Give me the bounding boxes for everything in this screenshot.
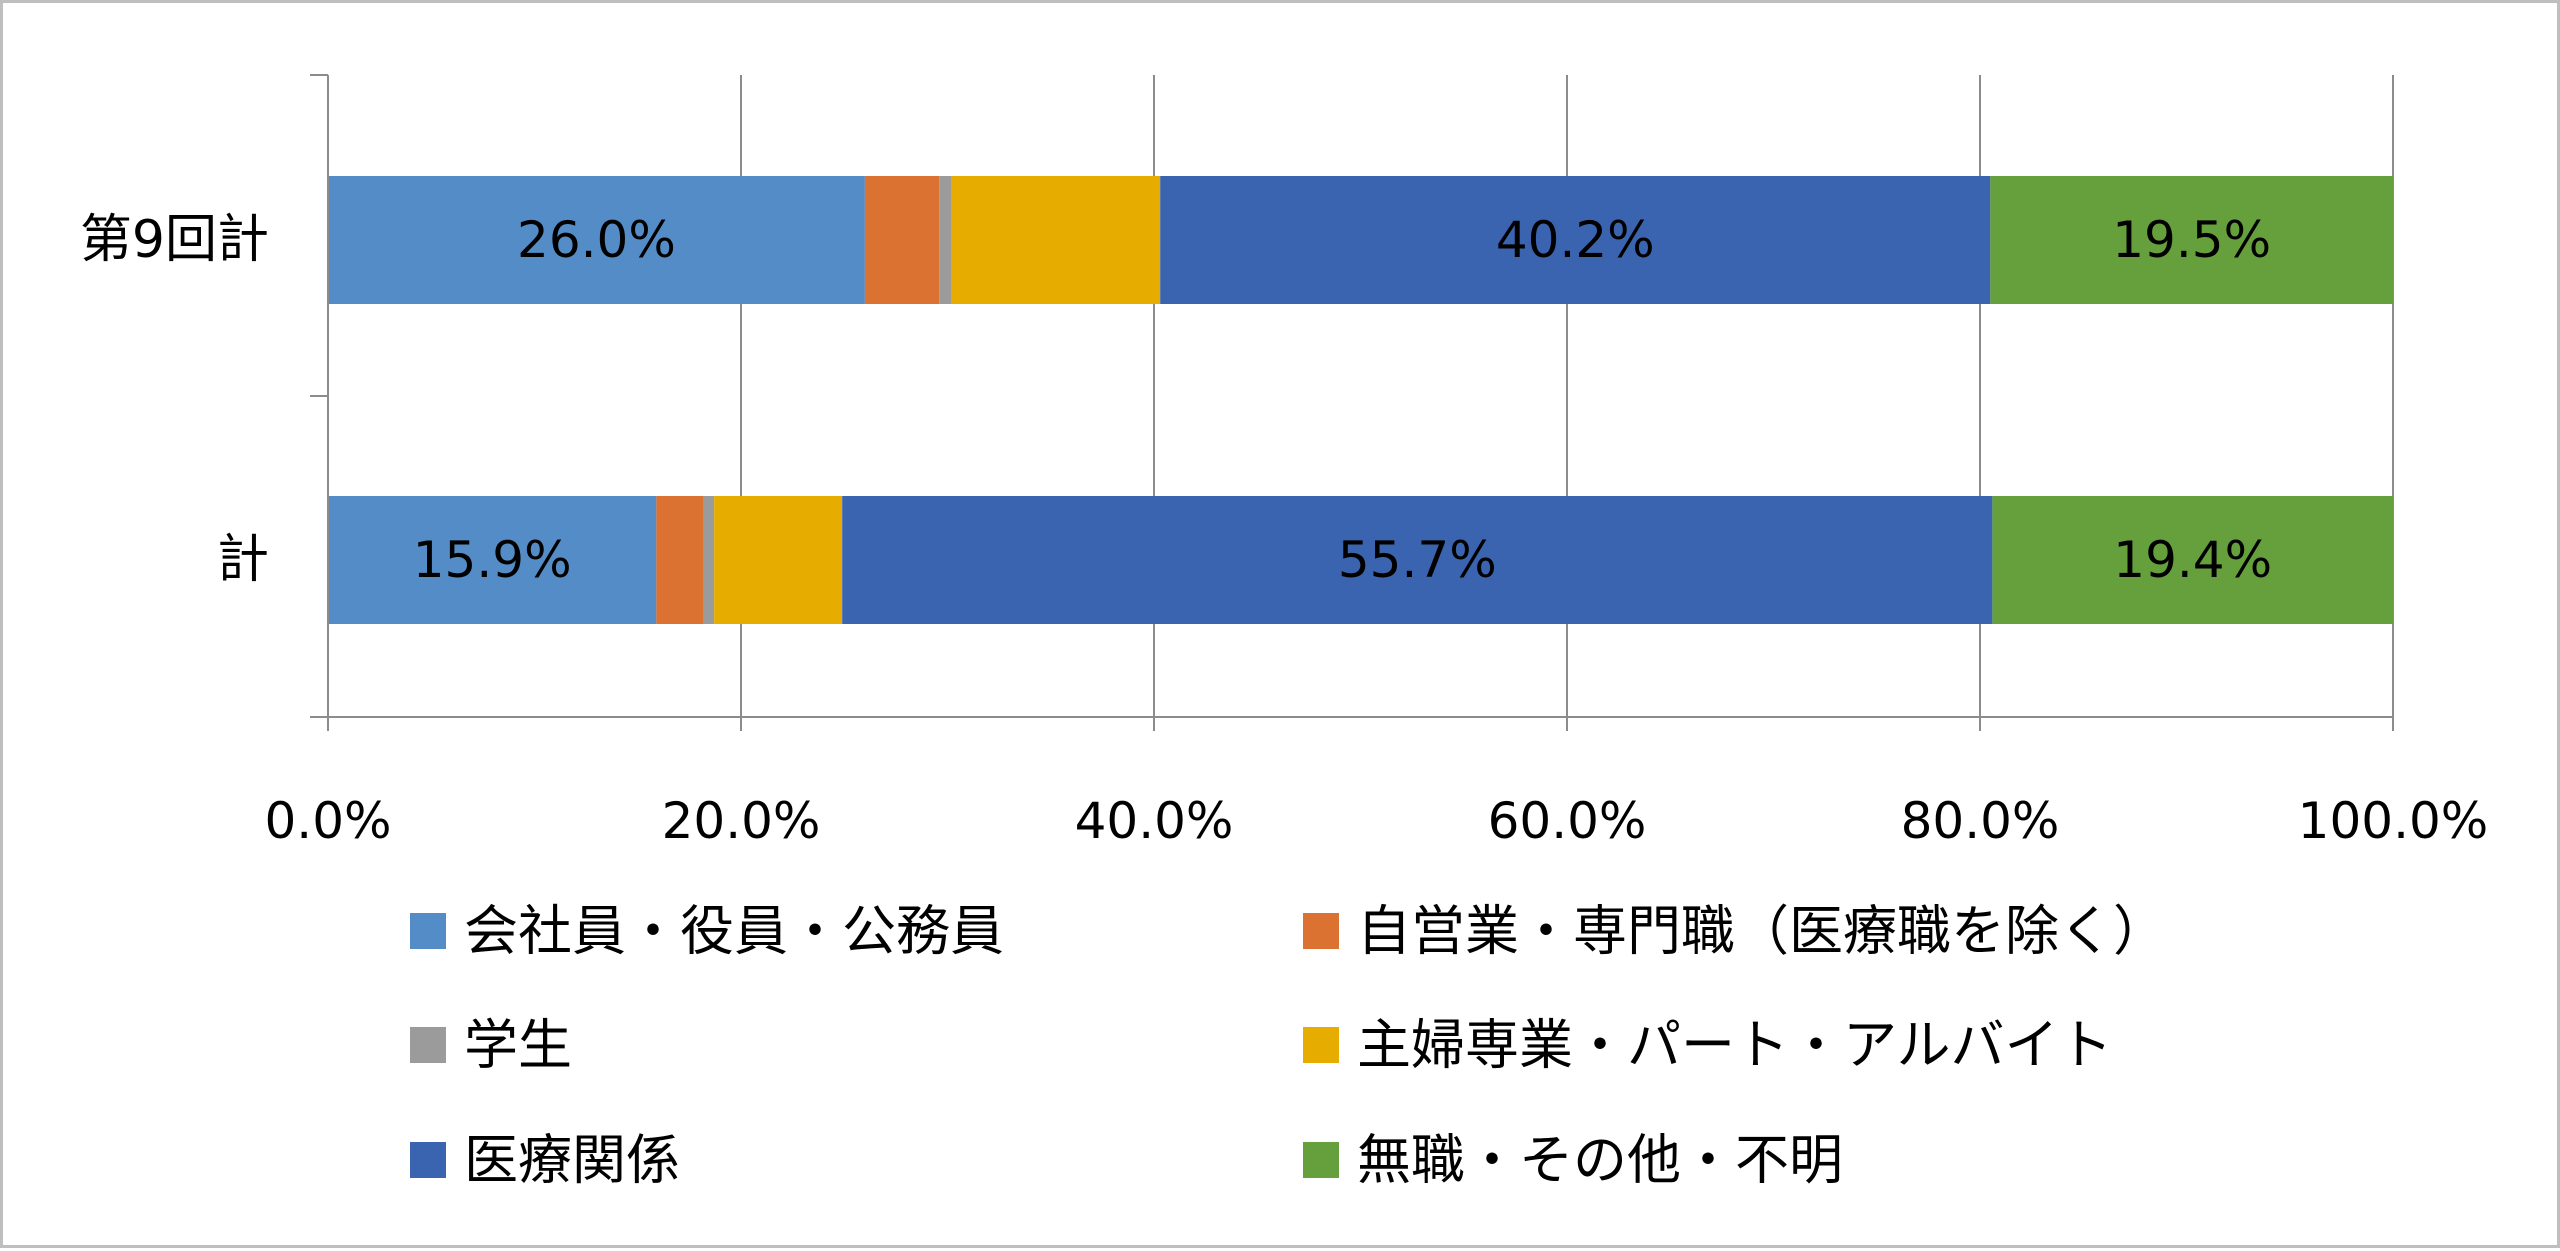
bars [328,176,2393,624]
bar-segment-cat0-series4 [1160,176,1991,304]
legend-swatch-0 [410,913,446,949]
bar-segment-cat1-series5 [1992,496,2393,624]
data-label-cat1-series5: 19.4% [2113,531,2272,589]
legend-swatch-3 [1303,1027,1339,1063]
legend-label-0: 会社員・役員・公務員 [464,900,1004,963]
legend-swatch-1 [1303,913,1339,949]
category-label-0: 第9回計 [80,210,269,270]
x-tick-label-1: 20.0% [662,792,821,850]
bar-segment-cat0-series5 [1990,176,2393,304]
legend-swatch-5 [1303,1142,1339,1178]
bar-segment-cat1-series2 [703,496,715,624]
data-label-cat0-series4: 40.2% [1496,211,1655,269]
data-label-cat0-series0: 26.0% [517,211,676,269]
bar-segment-cat0-series1 [864,176,940,304]
bar-segment-cat0-series3 [951,176,1161,304]
bar-segment-cat0-series0 [328,176,865,304]
legend-label-4: 医療関係 [464,1129,680,1192]
legend-label-1: 自営業・専門職（医療職を除く） [1357,900,2167,963]
bar-segment-cat1-series0 [328,496,657,624]
labels: 26.0% 40.2% 19.5% 第9回計 15.9% 55.7% 19.4% 計 0.0% 2… [80,210,2488,850]
data-label-cat1-series4: 55.7% [1338,531,1497,589]
legend-swatch-2 [410,1027,446,1063]
bar-segment-cat0-series2 [939,176,952,304]
axes [310,74,2394,731]
x-tick-label-5: 100.0% [2298,792,2489,850]
category-label-1: 計 [217,530,269,590]
legend-label-3: 主婦専業・パート・アルバイト [1357,1014,2112,1077]
stacked-bar-chart: 26.0% 40.2% 19.5% 第9回計 15.9% 55.7% 19.4% 計 0.0% 2… [80,74,2488,1192]
x-tick-label-0: 0.0% [264,792,391,850]
x-tick-label-2: 40.0% [1075,792,1234,850]
legend-label-2: 学生 [464,1014,572,1077]
data-label-cat1-series0: 15.9% [413,531,572,589]
bar-segment-cat1-series3 [714,496,843,624]
legend-swatch-4 [410,1142,446,1178]
data-label-cat0-series5: 19.5% [2112,211,2271,269]
legend: 会社員・役員・公務員 自営業・専門職（医療職を除く） 学生 主婦専業・パート・アルバイ… [410,900,2167,1192]
x-tick-label-3: 60.0% [1488,792,1647,850]
x-tick-label-4: 80.0% [1901,792,2060,850]
legend-label-5: 無職・その他・不明 [1357,1129,1843,1192]
bar-segment-cat1-series1 [656,496,704,624]
bar-segment-cat1-series4 [842,496,1993,624]
